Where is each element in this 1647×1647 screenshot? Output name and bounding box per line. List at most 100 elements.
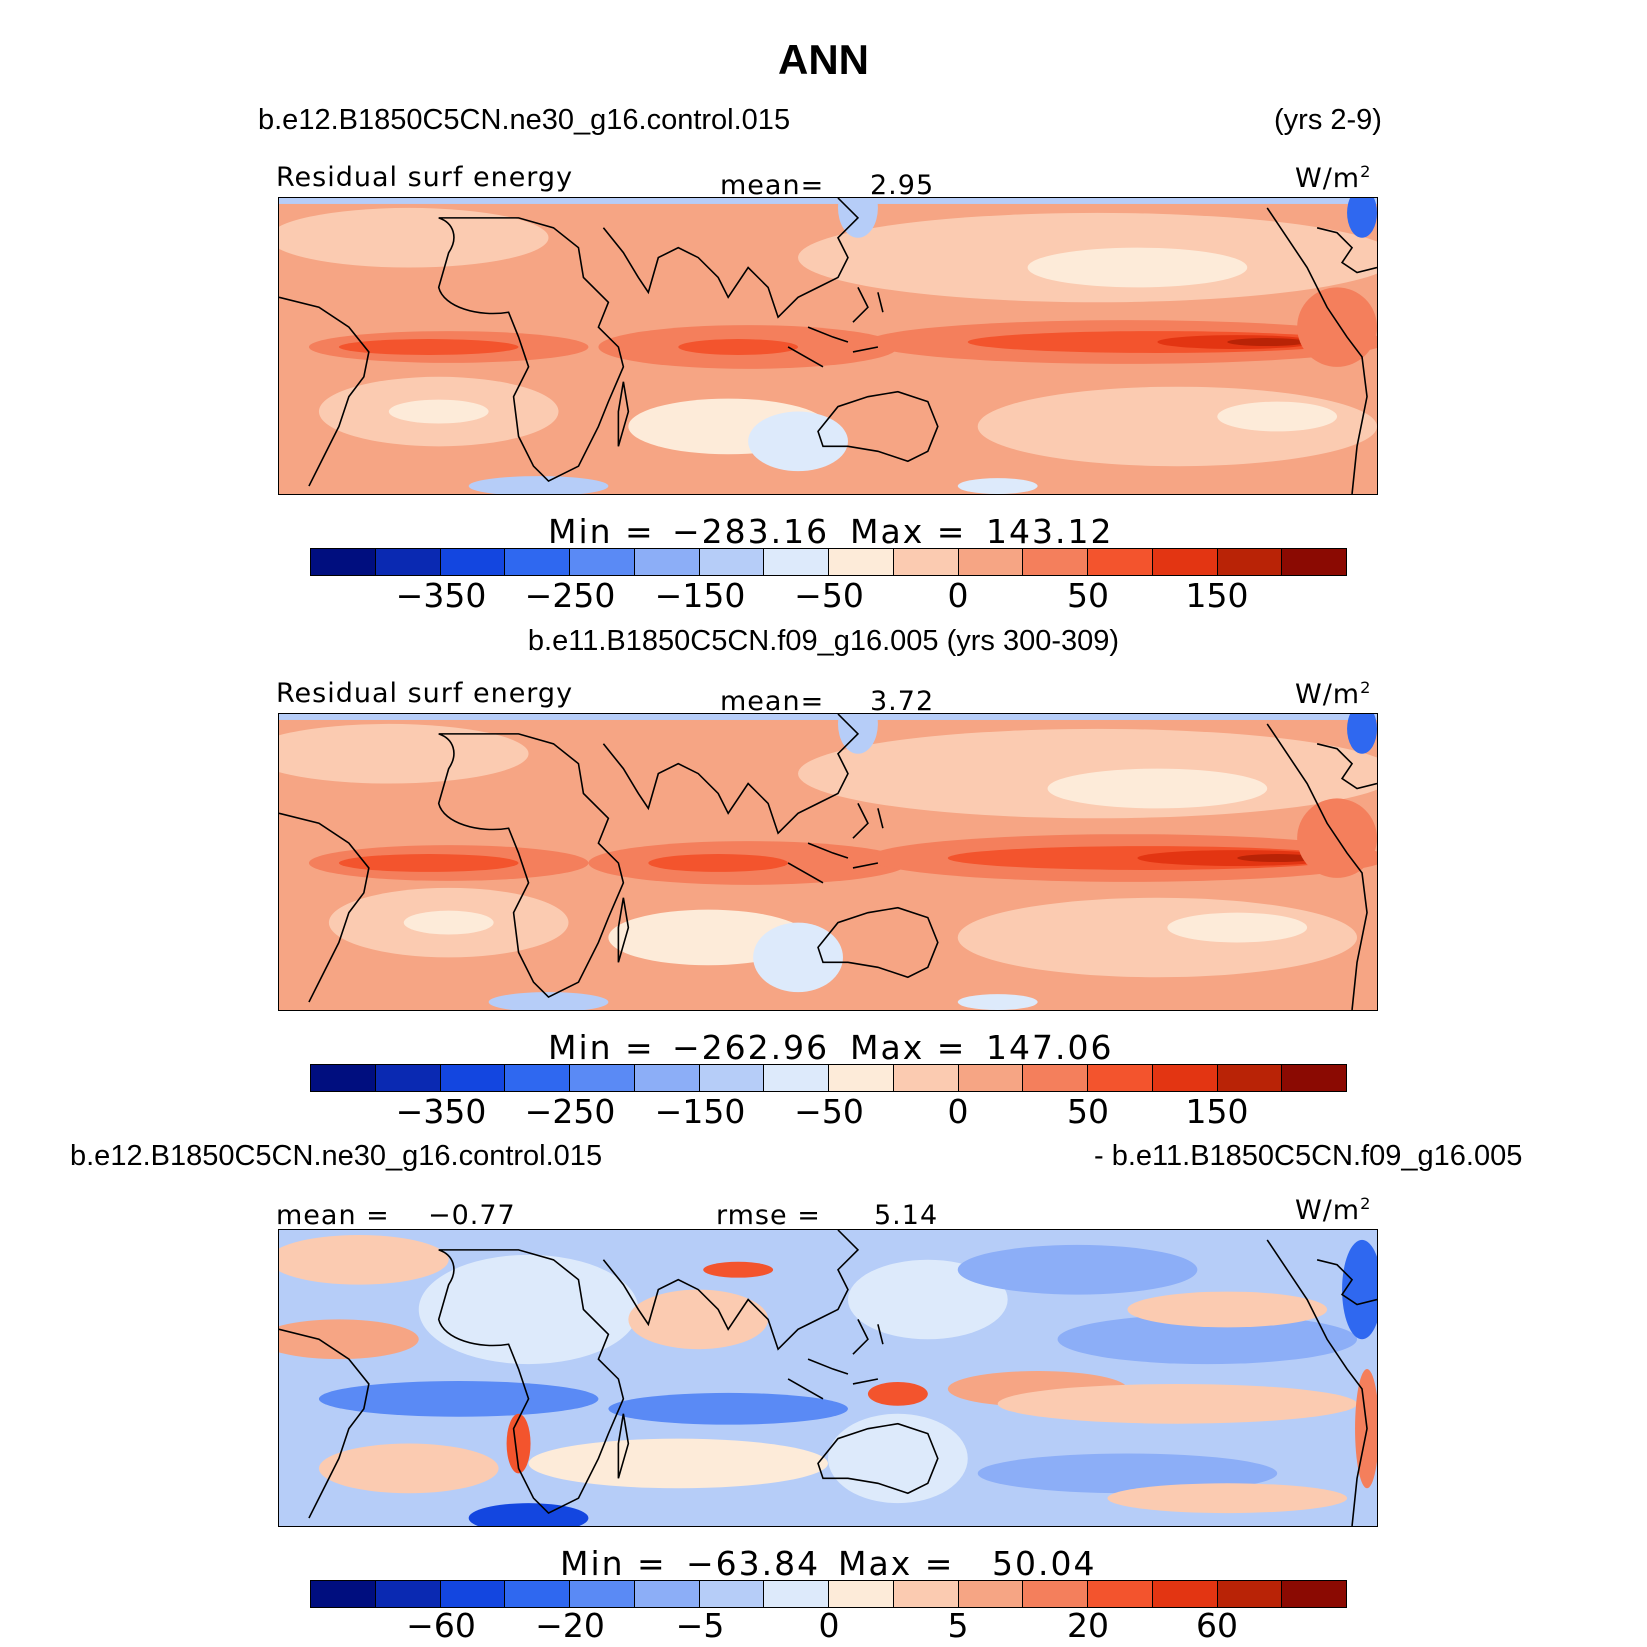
colorbar-swatch [1282, 1065, 1346, 1091]
colorbar-swatch [1088, 1581, 1153, 1607]
panel2-colorbar-tick: 150 [1185, 1092, 1249, 1131]
panel1-map [278, 197, 1378, 495]
colorbar-swatch [311, 1065, 376, 1091]
panel1-min-value: −283.16 [672, 512, 830, 551]
panel3-map [278, 1229, 1378, 1527]
colorbar-swatch [893, 1065, 959, 1091]
panel2-map [278, 713, 1378, 1011]
colorbar-swatch [375, 1581, 441, 1607]
panel2-case-name: b.e11.B1850C5CN.f09_g16.005 (yrs 300-309… [527, 625, 1120, 657]
panel3-colorbar-tick: 20 [1067, 1606, 1109, 1645]
panel1-map-canvas [279, 198, 1377, 494]
colorbar-swatch [1152, 549, 1218, 575]
colorbar-swatch [1282, 549, 1346, 575]
panel2-colorbar [310, 1064, 1347, 1092]
colorbar-swatch [1152, 1581, 1218, 1607]
panel3-map-canvas [279, 1230, 1377, 1526]
colorbar-swatch [699, 1581, 765, 1607]
panel1-max-label: Max = [850, 512, 967, 551]
colorbar-swatch [958, 549, 1024, 575]
panel1-colorbar-tick: 0 [947, 576, 969, 615]
colorbar-swatch [440, 1581, 506, 1607]
colorbar-swatch [570, 1581, 635, 1607]
panel2-max-label: Max = [850, 1028, 967, 1067]
panel2-mean-label: mean= [720, 686, 825, 717]
colorbar-swatch [1152, 1065, 1218, 1091]
panel2-colorbar-tick: 50 [1067, 1092, 1109, 1131]
colorbar-swatch [570, 549, 635, 575]
panel1-years: (yrs 2-9) [1274, 104, 1382, 136]
colorbar-swatch [893, 1581, 959, 1607]
colorbar-swatch [375, 1065, 441, 1091]
panel1-min-label: Min = [548, 512, 655, 551]
colorbar-swatch [634, 1065, 700, 1091]
colorbar-swatch [829, 1065, 894, 1091]
panel3-max-value: 50.04 [992, 1544, 1097, 1583]
colorbar-swatch [764, 549, 829, 575]
panel3-rmse-value: 5.14 [874, 1200, 939, 1231]
panel1-mean-value: 2.95 [870, 170, 935, 201]
colorbar-swatch [311, 549, 376, 575]
panel3-colorbar [310, 1580, 1347, 1608]
colorbar-swatch [1217, 1581, 1283, 1607]
panel2-min-label: Min = [548, 1028, 655, 1067]
panel3-case-name: b.e12.B1850C5CN.ne30_g16.control.015 [70, 1140, 603, 1172]
colorbar-swatch [311, 1581, 376, 1607]
panel1-max-value: 143.12 [986, 512, 1114, 551]
panel3-colorbar-tick: 60 [1196, 1606, 1238, 1645]
colorbar-swatch [1023, 1065, 1088, 1091]
colorbar-swatch [764, 1065, 829, 1091]
colorbar-swatch [440, 549, 506, 575]
panel2-units: W/m2 [1295, 678, 1372, 710]
panel1-colorbar-tick: 150 [1185, 576, 1249, 615]
panel3-colorbar-tick: 5 [947, 1606, 969, 1645]
colorbar-swatch [505, 1065, 570, 1091]
colorbar-swatch [764, 1581, 829, 1607]
panel2-colorbar-tick: −50 [794, 1092, 864, 1131]
panel3-colorbar-tick: −5 [675, 1606, 725, 1645]
colorbar-swatch [958, 1065, 1024, 1091]
colorbar-swatch [634, 1581, 700, 1607]
colorbar-swatch [1023, 549, 1088, 575]
colorbar-swatch [893, 549, 959, 575]
panel3-max-label: Max = [838, 1544, 955, 1583]
colorbar-swatch [634, 549, 700, 575]
panel3-mean-label: mean = [276, 1200, 390, 1231]
panel1-case-name: b.e12.B1850C5CN.ne30_g16.control.015 [258, 104, 791, 136]
panel3-colorbar-tick: 0 [818, 1606, 840, 1645]
panel2-colorbar-tick: −250 [524, 1092, 616, 1131]
panel3-colorbar-tick: −60 [406, 1606, 476, 1645]
colorbar-swatch [570, 1065, 635, 1091]
colorbar-swatch [1217, 1065, 1283, 1091]
colorbar-swatch [829, 549, 894, 575]
panel1-units: W/m2 [1295, 162, 1372, 194]
panel1-colorbar-tick: 50 [1067, 576, 1109, 615]
panel1-colorbar-tick: −50 [794, 576, 864, 615]
panel2-mean-value: 3.72 [870, 686, 935, 717]
panel3-units: W/m2 [1295, 1194, 1372, 1226]
colorbar-swatch [699, 1065, 765, 1091]
colorbar-swatch [829, 1581, 894, 1607]
colorbar-swatch [699, 549, 765, 575]
panel3-rmse-label: rmse = [716, 1200, 821, 1231]
panel2-colorbar-tick: −150 [654, 1092, 746, 1131]
colorbar-swatch [1217, 549, 1283, 575]
panel2-colorbar-tick: −350 [395, 1092, 487, 1131]
panel1-colorbar [310, 548, 1347, 576]
panel1-colorbar-tick: −350 [395, 576, 487, 615]
colorbar-swatch [1088, 1065, 1153, 1091]
colorbar-swatch [1282, 1581, 1346, 1607]
panel3-subtracted-case: - b.e11.B1850C5CN.f09_g16.005 [1094, 1140, 1523, 1172]
panel3-min-value: −63.84 [686, 1544, 821, 1583]
panel3-mean-value: −0.77 [428, 1200, 516, 1231]
colorbar-swatch [505, 549, 570, 575]
panel3-min-label: Min = [560, 1544, 667, 1583]
panel2-min-value: −262.96 [672, 1028, 830, 1067]
colorbar-swatch [1023, 1581, 1088, 1607]
colorbar-swatch [440, 1065, 506, 1091]
panel2-colorbar-tick: 0 [947, 1092, 969, 1131]
panel2-variable-label: Residual surf energy [276, 678, 574, 709]
panel1-mean-label: mean= [720, 170, 825, 201]
panel2-map-canvas [279, 714, 1377, 1010]
colorbar-swatch [505, 1581, 570, 1607]
